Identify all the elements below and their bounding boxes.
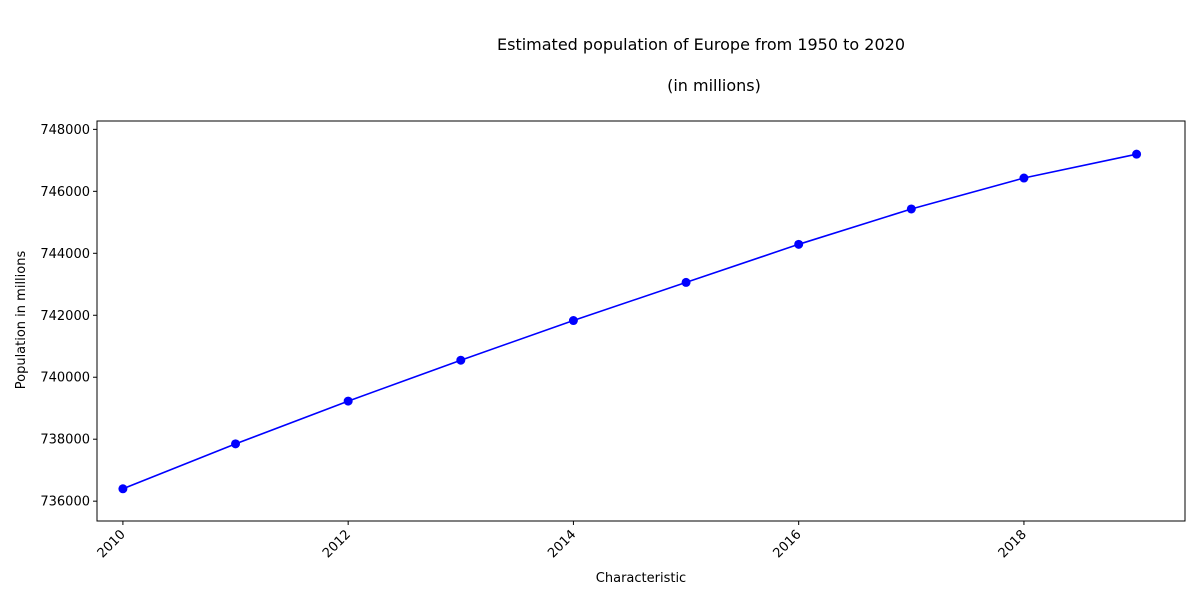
data-point[interactable] (118, 484, 128, 494)
y-tick-label: 736000 (40, 495, 90, 510)
y-axis-ticks: 736000 738000 740000 742000 744000 746000 7480… (40, 123, 97, 510)
y-tick-label: 740000 (40, 371, 90, 386)
y-tick-label: 748000 (40, 123, 90, 138)
x-tick-label: 2012 (320, 527, 354, 561)
y-tick-label: 742000 (40, 309, 90, 324)
x-tick-label: 2010 (95, 527, 129, 561)
data-point[interactable] (1132, 149, 1142, 159)
data-point[interactable] (794, 239, 804, 249)
data-point[interactable] (906, 204, 916, 214)
series-line (122, 153, 1137, 490)
x-tick-label: 2016 (771, 527, 805, 561)
chart-subtitle: (in millions) (667, 76, 761, 95)
x-axis-label: Characteristic (596, 571, 686, 586)
x-axis-ticks: 2010 2012 2014 2016 2018 (95, 521, 1030, 561)
series-layer (118, 149, 1142, 494)
plot-frame (96, 120, 1186, 522)
y-tick-label: 744000 (40, 247, 90, 262)
data-point[interactable] (681, 277, 691, 287)
data-point[interactable] (343, 396, 353, 406)
y-tick-label: 746000 (40, 185, 90, 200)
y-tick-label: 738000 (40, 433, 90, 448)
y-axis-label: Population in millions (14, 251, 29, 390)
x-tick-label: 2018 (996, 527, 1030, 561)
data-point[interactable] (1019, 173, 1029, 183)
chart-title: Estimated population of Europe from 1950… (497, 35, 905, 54)
data-point[interactable] (231, 439, 241, 449)
data-point[interactable] (568, 316, 578, 326)
data-point[interactable] (456, 355, 466, 365)
x-tick-label: 2014 (545, 527, 579, 561)
